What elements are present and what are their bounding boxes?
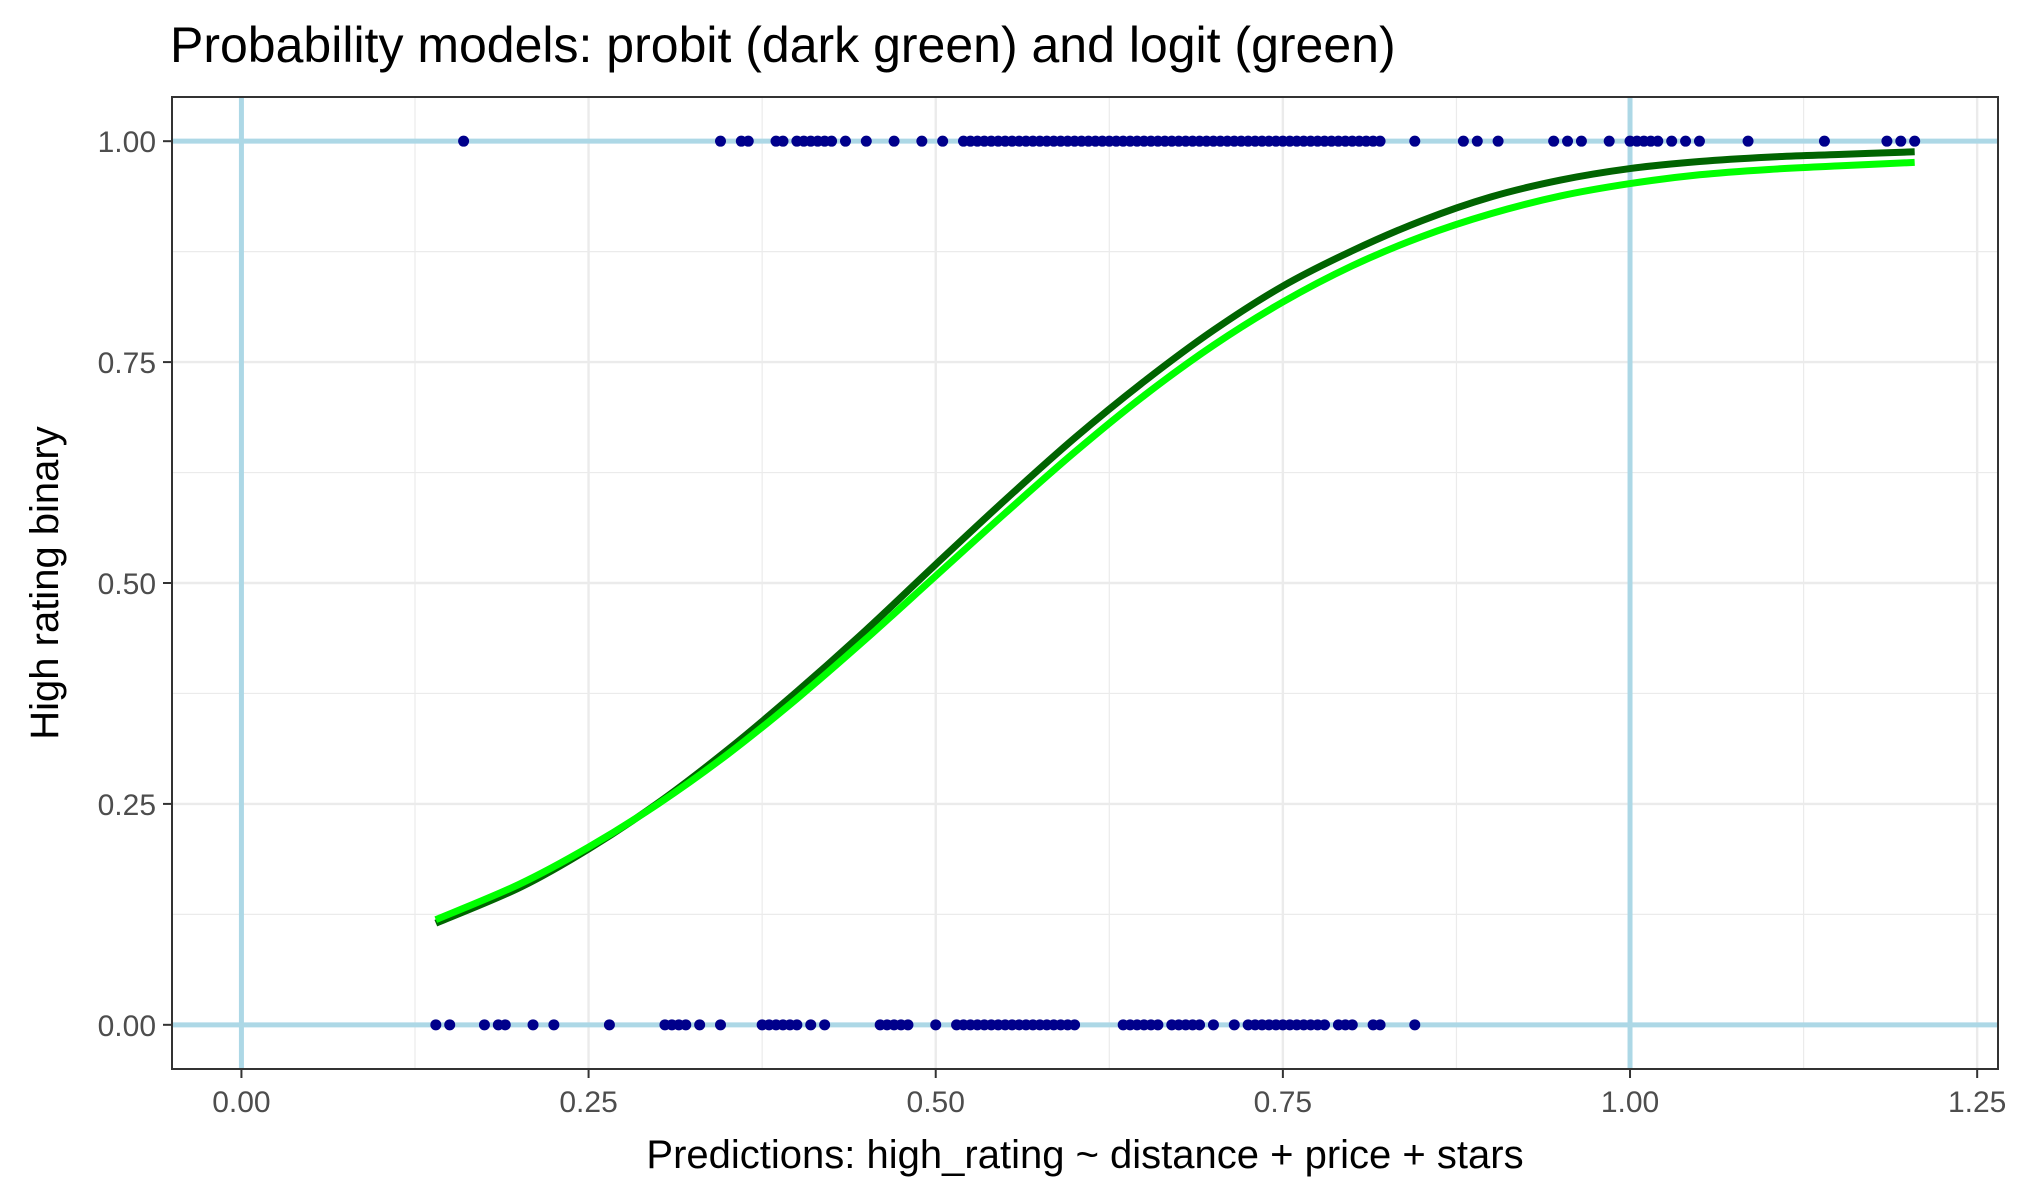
y-tick-label: 0.00	[98, 1010, 156, 1043]
data-point	[1603, 135, 1615, 147]
data-point	[714, 1019, 726, 1031]
data-point	[1693, 135, 1705, 147]
chart-title: Probability models: probit (dark green) …	[170, 17, 1396, 73]
data-point	[548, 1019, 560, 1031]
data-point	[826, 135, 838, 147]
data-point	[1069, 1019, 1081, 1031]
data-point	[930, 1019, 942, 1031]
data-point	[937, 135, 949, 147]
data-point	[430, 1019, 442, 1031]
data-point	[1207, 1019, 1219, 1031]
y-tick-label: 1.00	[98, 126, 156, 159]
data-point	[1409, 135, 1421, 147]
data-point	[1374, 1019, 1386, 1031]
data-point	[1457, 135, 1469, 147]
x-tick-label: 1.00	[1601, 1086, 1659, 1119]
y-axis-title: High rating binary	[23, 426, 67, 740]
data-point	[777, 135, 789, 147]
data-point	[1492, 135, 1504, 147]
data-point	[902, 1019, 914, 1031]
data-point	[1471, 135, 1483, 147]
data-point	[1548, 135, 1560, 147]
data-point	[1652, 135, 1664, 147]
data-point	[1818, 135, 1830, 147]
data-point	[1228, 1019, 1240, 1031]
y-tick-label: 0.25	[98, 789, 156, 822]
x-axis: 0.00 0.25 0.50 0.75 1.00 1.25	[212, 1069, 2006, 1119]
data-point	[1319, 1019, 1331, 1031]
data-point	[1909, 135, 1921, 147]
data-point	[444, 1019, 456, 1031]
data-point	[694, 1019, 706, 1031]
data-point	[458, 135, 470, 147]
data-points	[430, 135, 1921, 1031]
data-point	[1374, 135, 1386, 147]
x-axis-title: Predictions: high_rating ~ distance + pr…	[646, 1133, 1523, 1177]
data-point	[1881, 135, 1893, 147]
data-point	[839, 135, 851, 147]
data-point	[1346, 1019, 1358, 1031]
data-point	[478, 1019, 490, 1031]
data-point	[805, 1019, 817, 1031]
series-line-logit	[434, 158, 1915, 923]
y-tick-label: 0.50	[98, 568, 156, 601]
x-tick-label: 0.75	[1254, 1086, 1312, 1119]
y-tick-label: 0.75	[98, 347, 156, 380]
data-point	[499, 1019, 511, 1031]
x-tick-label: 0.00	[212, 1086, 270, 1119]
data-point	[527, 1019, 539, 1031]
fitted-curves	[434, 148, 1915, 927]
data-point	[603, 1019, 615, 1031]
data-point	[742, 135, 754, 147]
data-point	[1152, 1019, 1164, 1031]
data-point	[1194, 1019, 1206, 1031]
x-tick-label: 0.25	[559, 1086, 617, 1119]
data-point	[1742, 135, 1754, 147]
data-point	[1562, 135, 1574, 147]
data-point	[1575, 135, 1587, 147]
data-point	[1409, 1019, 1421, 1031]
data-point	[791, 1019, 803, 1031]
y-axis: 0.00 0.25 0.50 0.75 1.00	[98, 126, 172, 1043]
data-point	[819, 1019, 831, 1031]
data-point	[1666, 135, 1678, 147]
data-point	[1895, 135, 1907, 147]
data-point	[860, 135, 872, 147]
x-tick-label: 1.25	[1948, 1086, 2006, 1119]
data-point	[1680, 135, 1692, 147]
data-point	[888, 135, 900, 147]
data-point	[680, 1019, 692, 1031]
x-tick-label: 0.50	[907, 1086, 965, 1119]
data-point	[916, 135, 928, 147]
data-point	[714, 135, 726, 147]
